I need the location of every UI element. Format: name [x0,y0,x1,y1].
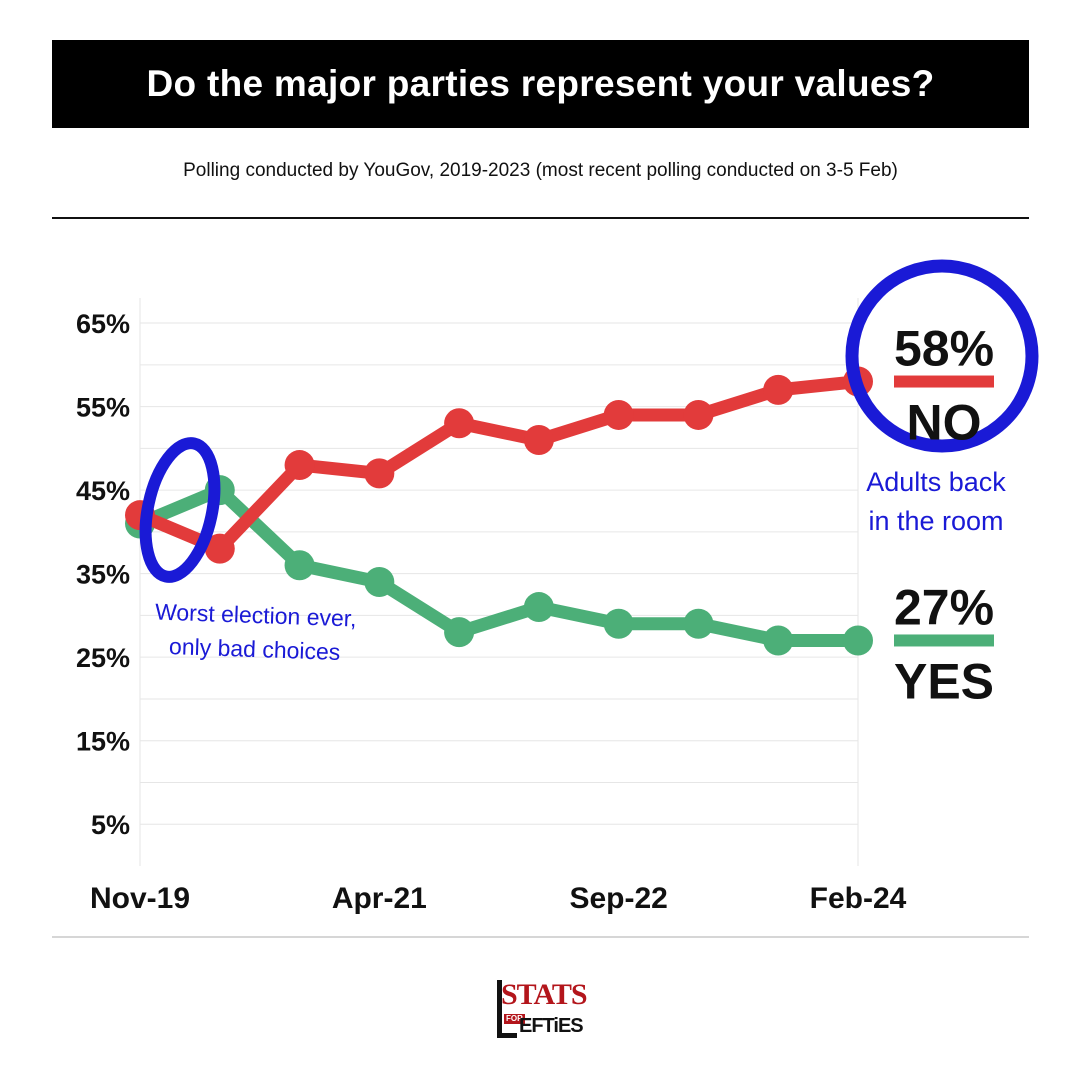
end-label-yes-name: YES [894,653,994,709]
data-point-no [763,374,794,405]
gridlines [139,298,859,866]
series-layer [125,366,873,656]
y-tick-label: 5% [91,810,130,840]
data-point-no [364,458,395,489]
y-tick-label: 55% [76,393,130,423]
x-tick-label: Feb-24 [810,882,907,915]
logo-text-small: FOR [504,1014,525,1024]
data-point-no [683,399,714,430]
divider-bottom [52,936,1029,938]
end-labels: 58% NO 27% YES [894,321,994,710]
data-point-yes [763,625,794,656]
annotation-text-worst-election: only bad choices [169,633,341,665]
x-tick-label: Sep-22 [569,882,667,915]
stats-for-lefties-logo: STATS FOR EFTiES [497,978,588,1042]
y-tick-label: 25% [76,643,130,673]
data-point-no [284,450,315,481]
annotation-layer: Worst election ever,only bad choices Adul… [139,259,1039,665]
data-point-yes [843,625,873,656]
y-tick-label: 35% [76,560,130,590]
logo-text-bottom: EFTiES [519,1015,584,1037]
end-label-yes-value: 27% [894,579,994,635]
divider-top [52,217,1029,219]
data-point-yes [364,567,395,597]
annotation-text-adults-back: in the room [868,506,1003,536]
x-tick-label: Apr-21 [332,882,427,915]
data-point-yes [444,617,475,648]
end-label-yes-swatch [894,634,994,647]
data-point-yes [603,608,634,639]
chart-title: Do the major parties represent your valu… [52,40,1029,128]
annotation-text-worst-election: Worst election ever, [155,599,357,632]
y-tick-label: 45% [76,476,130,506]
y-tick-label: 15% [76,727,130,757]
x-axis-labels: Nov-19 Apr-21 Sep-22 Feb-24 [90,882,907,915]
annotation-text-adults-back: Adults back [866,467,1006,497]
series-line-no [133,375,865,556]
annotation-circle-right [845,259,1039,453]
end-label-no-value: 58% [894,321,994,377]
chart-subtitle: Polling conducted by YouGov, 2019-2023 (… [183,160,898,181]
y-axis-labels: 5% 15% 25% 35% 45% 55% 65% [76,309,130,840]
end-label-no-name: NO [907,395,982,451]
data-point-no [523,425,554,455]
data-point-yes [683,608,714,639]
series-line-yes [133,483,865,647]
annotation-circle-left [139,437,221,583]
data-point-no [603,399,634,430]
data-point-no [444,408,475,439]
x-tick-label: Nov-19 [90,882,190,915]
data-point-no [204,533,235,564]
end-label-no-swatch [894,375,994,388]
data-point-yes [523,592,554,623]
logo-text-top: STATS [501,978,588,1011]
data-point-yes [284,550,315,581]
y-tick-label: 65% [76,309,130,339]
